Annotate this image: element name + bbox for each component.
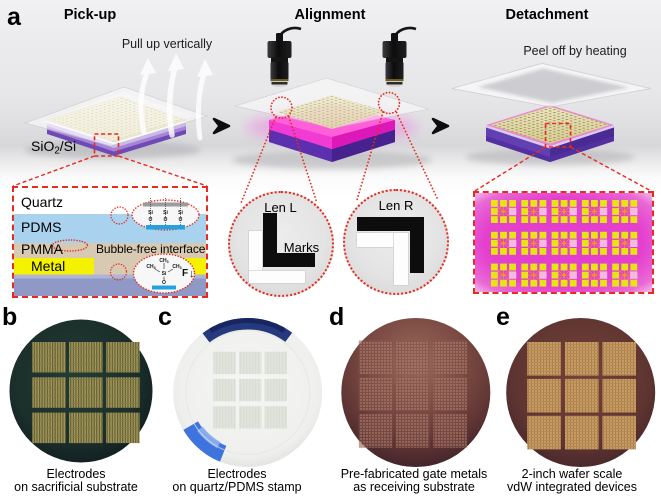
detachment-annotation: Peel off by heating xyxy=(523,44,627,58)
atom-o-label: O xyxy=(149,217,153,223)
mark-black-right-v xyxy=(409,217,424,273)
wafer-photos xyxy=(9,318,656,467)
panel-a-label: a xyxy=(7,3,21,31)
layer-label-quartz: Quartz xyxy=(21,194,64,210)
process-scene-graphics xyxy=(23,26,651,169)
atom-o-label: O xyxy=(162,280,166,286)
wafer-d-photo xyxy=(341,318,491,467)
layer-label-pmma: PMMA xyxy=(21,241,63,257)
camera-left-icon xyxy=(267,26,302,87)
camera-right-icon xyxy=(382,26,417,87)
ch3-group-diagram: CH3 CH3 CH3 Si O F ↓ xyxy=(146,258,195,290)
mark-black-left-h xyxy=(263,253,315,267)
detachment-stack xyxy=(451,62,651,162)
wafer-c-photo xyxy=(173,318,323,467)
layer-label-pdms: PDMS xyxy=(21,219,62,235)
panel-c-label: c xyxy=(158,303,172,331)
alignment-stack xyxy=(233,77,429,162)
ch3-label: CH3 xyxy=(172,264,181,270)
mark-white-right-v xyxy=(393,233,408,285)
silane-bond-diagram: Si Si Si O O O xyxy=(143,198,188,230)
caption-b: Electrodes on sacrificial substrate xyxy=(14,467,138,495)
layer-label-metal: Metal xyxy=(31,258,66,274)
marks-label: Marks xyxy=(283,240,320,255)
wafer-b-photo xyxy=(9,319,153,463)
arrow-pickup-to-alignment xyxy=(212,117,231,135)
substrate-label: SiO2/Si xyxy=(31,138,77,157)
atom-si-label: Si xyxy=(148,210,153,216)
detachment-title: Detachment xyxy=(505,7,589,23)
pickup-annotation: Pull up vertically xyxy=(121,37,213,51)
atom-o-label: O xyxy=(179,217,183,223)
ch3-label: CH3 xyxy=(146,264,155,270)
ch3-label: CH3 xyxy=(159,258,168,264)
wafer-e-photo xyxy=(506,318,656,467)
device-cells xyxy=(490,199,638,288)
lens-left-inset: Len L Marks xyxy=(227,191,334,297)
mark-white-left-h xyxy=(249,271,305,283)
atom-si-label: Si xyxy=(163,210,168,216)
panel-b-label: b xyxy=(2,303,18,331)
down-arrow-icon: ↓ xyxy=(189,268,195,280)
atom-o-label: O xyxy=(164,217,168,223)
atom-si-label: Si xyxy=(162,271,167,277)
alignment-title: Alignment xyxy=(294,7,366,23)
force-label: F xyxy=(182,268,188,279)
interface-label: Bubble-free interface xyxy=(96,241,206,256)
caption-e: 2-inch wafer scale vdW integrated devices xyxy=(507,467,637,495)
atom-si-label: Si xyxy=(178,210,183,216)
panel-d-label: d xyxy=(329,303,345,331)
lens-right-inset: Len R xyxy=(343,189,449,295)
device-array-graphics xyxy=(475,193,652,292)
pickup-title: Pick-up xyxy=(63,7,117,23)
mark-black-right-h xyxy=(357,217,424,231)
panel-e-label: e xyxy=(496,303,510,331)
lens-left-title: Len L xyxy=(264,200,297,215)
caption-c: Electrodes on quartz/PDMS stamp xyxy=(172,467,302,495)
pickup-stack xyxy=(23,53,213,156)
mark-white-left xyxy=(249,231,262,283)
cross-section-graphics: Si Si Si O O O CH3 CH3 CH3 Si O xyxy=(14,188,206,296)
arrow-alignment-to-detachment xyxy=(431,117,450,135)
caption-d: Pre-fabricated gate metals as receiving s… xyxy=(340,467,488,495)
lens-right-title: Len R xyxy=(378,198,414,213)
force-annotation: F ↓ xyxy=(182,268,195,280)
pull-up-arrows xyxy=(138,53,213,141)
